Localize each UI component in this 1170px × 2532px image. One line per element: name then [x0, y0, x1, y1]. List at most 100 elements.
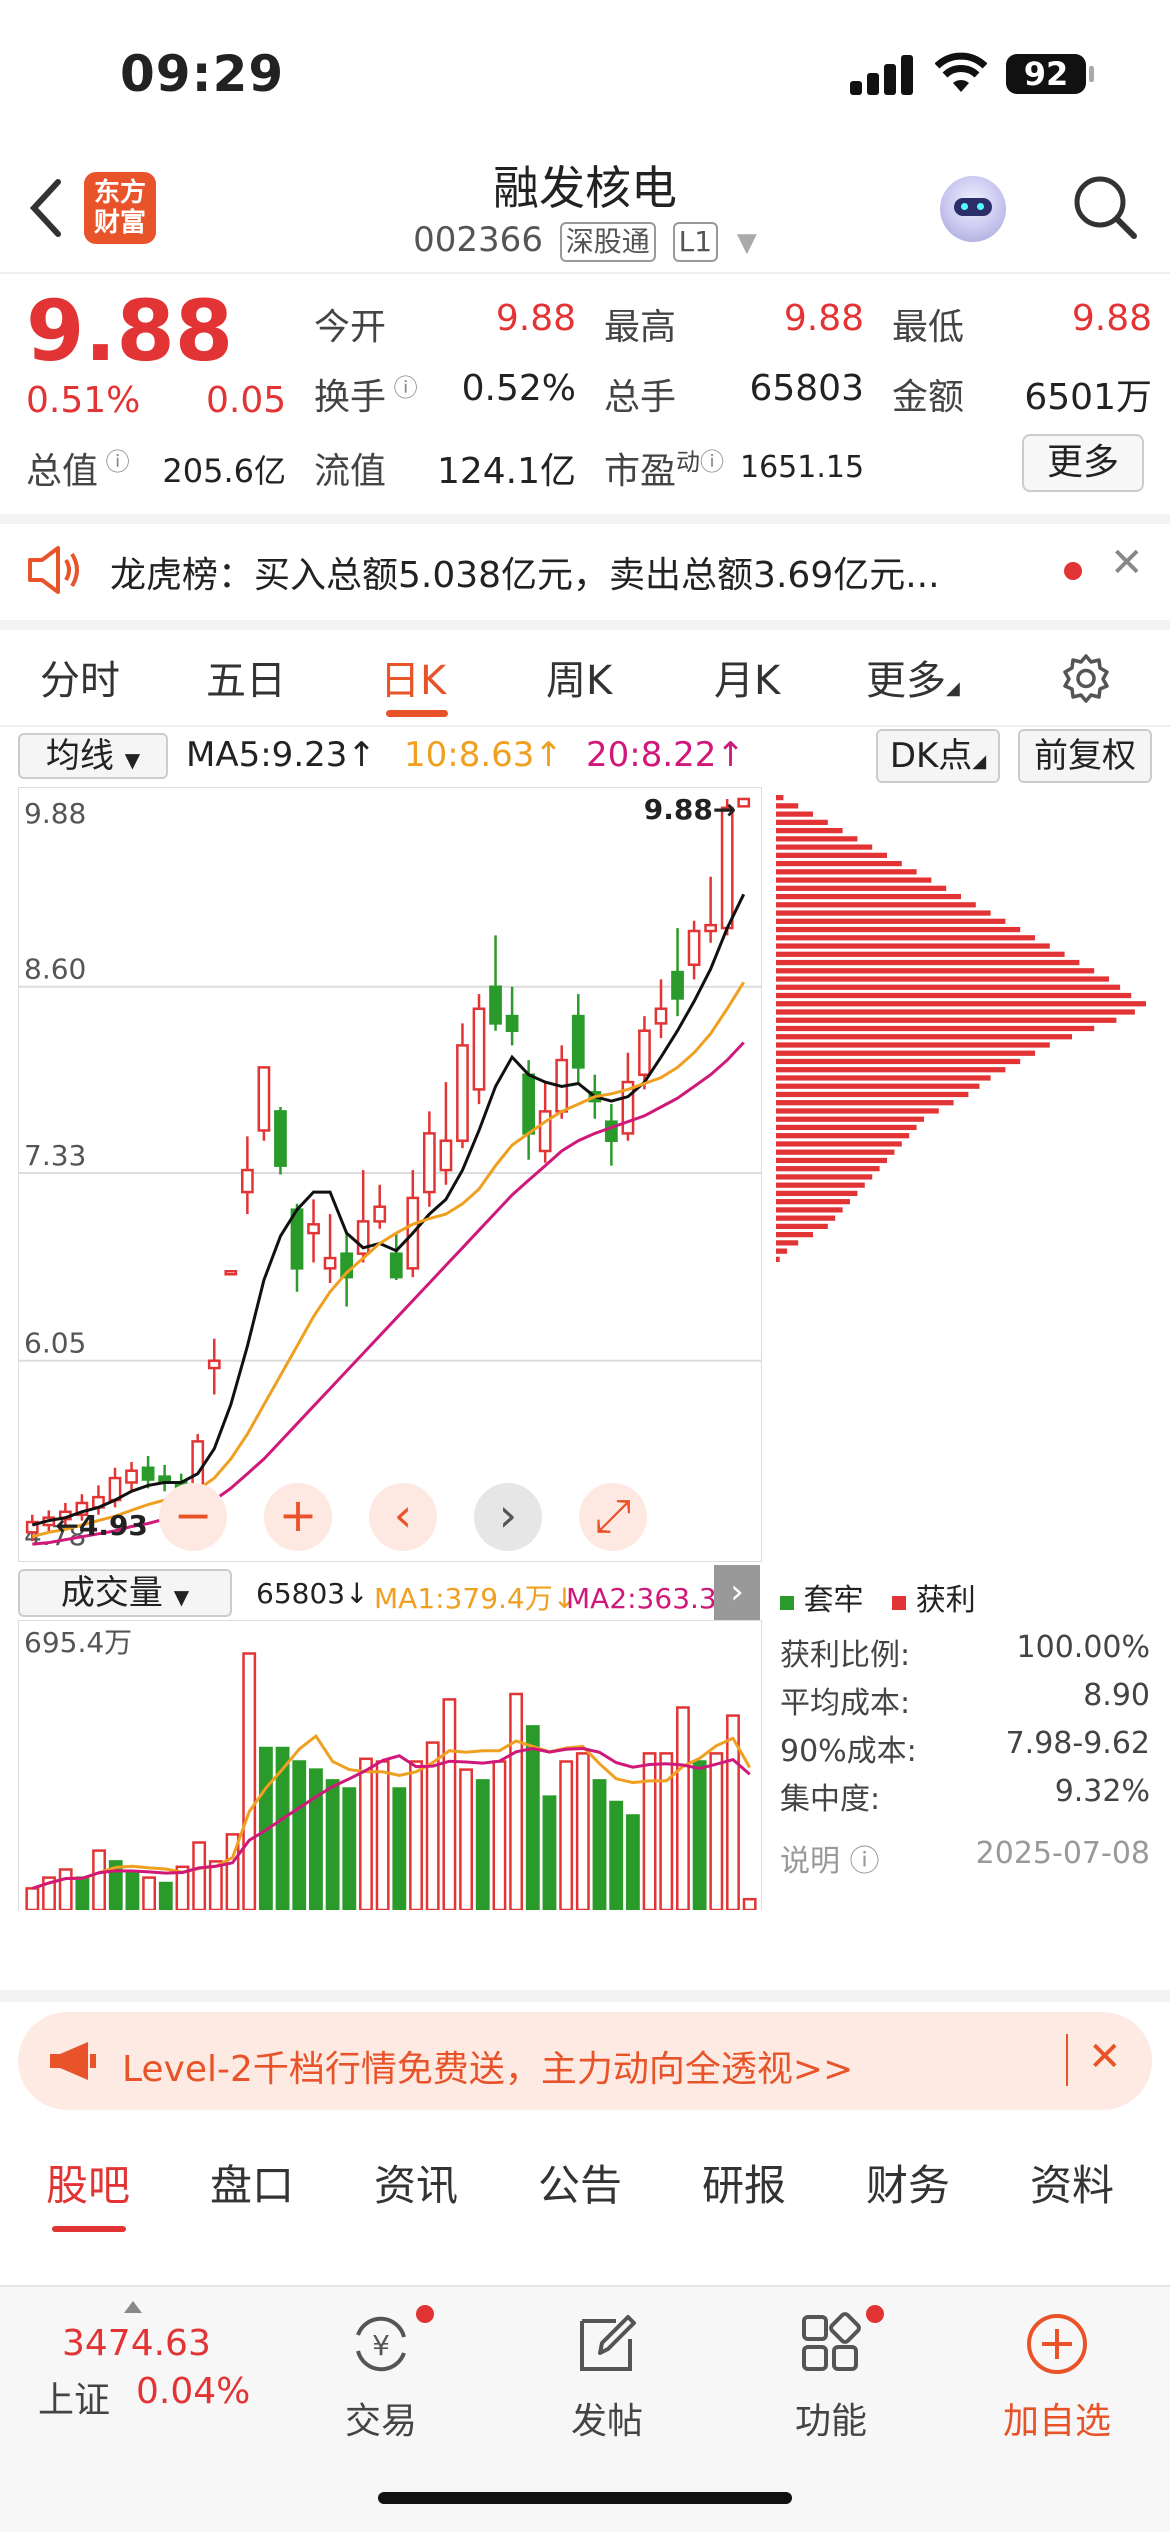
- candle-body: [224, 1270, 238, 1276]
- high-label: 最高: [604, 307, 677, 348]
- tab-more[interactable]: 更多◢: [866, 658, 960, 704]
- volume-ma1-line: [31, 1733, 752, 1890]
- close-icon[interactable]: ✕: [1088, 2034, 1122, 2080]
- grid-icon[interactable]: [796, 2309, 866, 2379]
- chip-bar: [776, 1100, 954, 1106]
- candle-body: [538, 1110, 552, 1153]
- dragon-tiger-text: 龙虎榜：买入总额5.038亿元，卖出总额3.69亿元...: [110, 555, 940, 596]
- explain-row[interactable]: 说明 ⓘ 2025-07-08: [780, 1836, 1150, 1879]
- corner-arrow-icon: ◢: [946, 678, 960, 699]
- tab-weekly-k[interactable]: 周K: [546, 658, 613, 704]
- add-circle-icon[interactable]: [1022, 2309, 1092, 2379]
- volume-bar: [642, 1752, 657, 1910]
- volume-max-label: 695.4万: [24, 1626, 132, 1659]
- open-label: 今开: [314, 307, 387, 348]
- volume-bar: [192, 1841, 207, 1910]
- expand-arrow-icon[interactable]: ›: [714, 1565, 760, 1621]
- volume-bar: [58, 1868, 73, 1910]
- chip-bar: [776, 1050, 1035, 1056]
- tab-daily-k[interactable]: 日K: [380, 658, 447, 704]
- next-button-icon[interactable]: ›: [474, 1483, 542, 1551]
- volume-label: 总手: [604, 377, 677, 418]
- chip-bar: [776, 992, 1132, 999]
- expand-button-icon[interactable]: ⤢: [579, 1483, 647, 1551]
- mcap-value: 205.6亿: [162, 452, 286, 490]
- close-icon[interactable]: ✕: [1110, 540, 1144, 586]
- nav-add-watchlist[interactable]: 加自选: [1002, 2401, 1111, 2442]
- expand-glyph: ⤢: [595, 1488, 632, 1542]
- chip-bar: [776, 926, 1021, 933]
- candle-body: [604, 1120, 618, 1142]
- candle-body: [422, 1132, 436, 1194]
- dragon-tiger-notice[interactable]: 龙虎榜：买入总额5.038亿元，卖出总额3.69亿元... ✕: [0, 520, 1170, 620]
- chip-bar: [776, 1199, 850, 1205]
- index-value[interactable]: 3474.63: [62, 2323, 211, 2364]
- minus-button-icon[interactable]: −: [159, 1483, 227, 1551]
- candle-body: [456, 1044, 469, 1142]
- unread-dot: [1064, 562, 1082, 580]
- prev-button-icon[interactable]: ‹: [369, 1483, 437, 1551]
- tab-finance[interactable]: 财务: [866, 2161, 951, 2210]
- volume-ma2-line: [31, 1746, 751, 1890]
- chip-bar: [776, 1182, 865, 1188]
- candlestick-chart[interactable]: 9.888.607.336.054.789.88→←4.93− + ‹ › ⤢: [18, 787, 762, 1562]
- tab-monthly-k[interactable]: 月K: [714, 658, 781, 704]
- dk-button[interactable]: DK点◢: [876, 729, 1000, 783]
- tab-news[interactable]: 资讯: [374, 2161, 459, 2210]
- tab-intraday[interactable]: 分时: [40, 658, 120, 704]
- volume-ma2: MA2:363.3万↓: [566, 1582, 736, 1615]
- speaker-icon: [28, 546, 79, 594]
- post-icon[interactable]: [572, 2309, 642, 2379]
- change-amount: 0.05: [206, 380, 287, 421]
- chip-bar: [776, 918, 1006, 924]
- change-percent: 0.51%: [26, 380, 141, 421]
- level2-promo-banner[interactable]: Level-2千档行情免费送，主力动向全透视>> ✕: [18, 2012, 1152, 2110]
- expand-up-icon[interactable]: [124, 2301, 142, 2313]
- avg-cost-row: 平均成本: 8.90: [780, 1678, 1150, 1721]
- nav-post[interactable]: 发帖: [570, 2401, 643, 2442]
- trade-icon[interactable]: ¥: [346, 2309, 416, 2379]
- candle-body: [373, 1205, 387, 1223]
- volume-bar: [325, 1779, 340, 1910]
- volume-bar: [492, 1760, 507, 1910]
- volume-bar: [25, 1887, 40, 1910]
- tab-announcement[interactable]: 公告: [538, 2161, 623, 2210]
- chart-toolbar: 均线 ▼ MA5:9.23↑ 10:8.63↑ 20:8.22↑ DK点◢ 前复…: [0, 725, 1170, 787]
- nav-trade[interactable]: 交易: [344, 2401, 417, 2442]
- settings-icon[interactable]: [1060, 652, 1112, 704]
- chip-bar: [776, 902, 976, 908]
- trade-badge: [416, 2305, 434, 2323]
- nav-function[interactable]: 功能: [794, 2401, 867, 2442]
- sz-connect-tag: 深股通: [559, 222, 656, 262]
- tab-profile[interactable]: 资料: [1030, 2161, 1115, 2210]
- tab-guba[interactable]: 股吧: [46, 2161, 131, 2210]
- divider: [0, 1990, 1170, 2002]
- robot-assistant-icon[interactable]: [940, 176, 1006, 242]
- clock: 09:29: [120, 45, 285, 103]
- tab-research[interactable]: 研报: [702, 2161, 787, 2210]
- volume-bar: [409, 1760, 423, 1910]
- tab-five-day[interactable]: 五日: [206, 658, 286, 704]
- candle-body: [125, 1469, 138, 1484]
- tab-pankou[interactable]: 盘口: [210, 2161, 295, 2210]
- info-icon: ⓘ: [849, 1844, 880, 1879]
- volume-bar: [509, 1692, 524, 1910]
- ma10-line: [31, 981, 745, 1539]
- low-value: 9.88: [1071, 298, 1152, 339]
- stock-code-line[interactable]: 002366 深股通 L1 ▼: [0, 220, 1170, 262]
- ma5-line: [31, 893, 746, 1527]
- plus-button-icon[interactable]: +: [264, 1483, 332, 1551]
- candle-body: [472, 1007, 486, 1091]
- volume-indicator-select[interactable]: 成交量 ▼: [18, 1569, 232, 1617]
- chip-distribution: [776, 795, 1146, 1262]
- chip-bar: [776, 959, 1080, 966]
- adjust-button[interactable]: 前复权: [1018, 729, 1152, 783]
- ma20-label: 20:8.22↑: [586, 735, 745, 775]
- chip-bar: [776, 1157, 887, 1164]
- indicator-select[interactable]: 均线 ▼: [18, 733, 168, 779]
- more-button[interactable]: 更多: [1022, 434, 1144, 492]
- volume-bar: [709, 1752, 724, 1910]
- back-icon[interactable]: [26, 178, 66, 238]
- volume-bar: [292, 1760, 307, 1910]
- search-icon[interactable]: [1072, 174, 1138, 240]
